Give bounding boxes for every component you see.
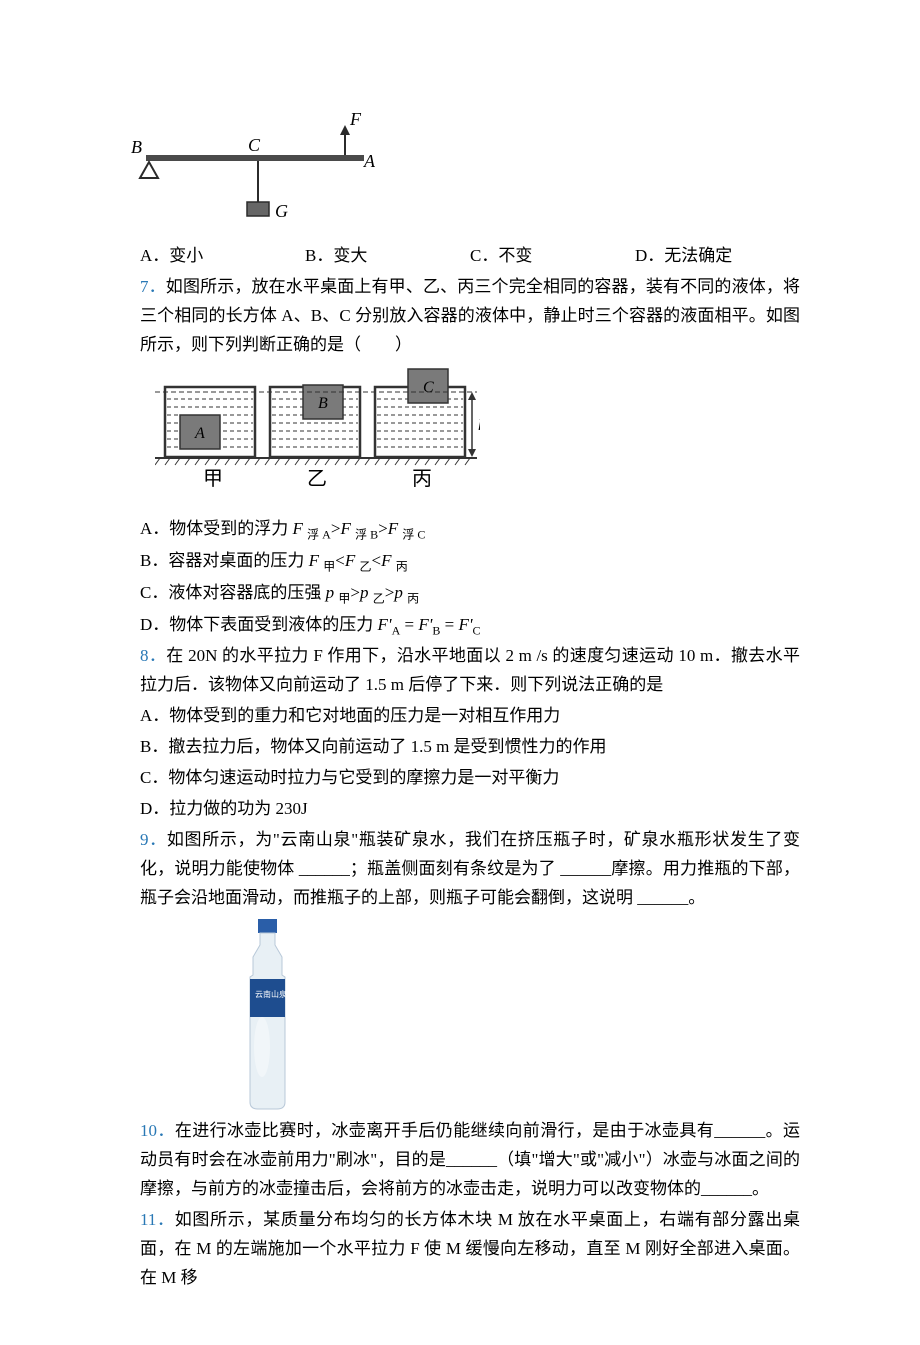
- q8-option-B: B．撤去拉力后，物体又向前运动了 1.5 m 是受到惯性力的作用: [140, 733, 800, 762]
- lever-diagram: F B C A G: [140, 105, 800, 240]
- point-B-label: B: [131, 137, 142, 157]
- lever-beam: [146, 155, 364, 161]
- height-label: h: [478, 417, 480, 434]
- ground-hatching: [155, 458, 470, 465]
- bottle-brand: 云南山泉: [255, 989, 287, 999]
- q7-body: 如图所示，放在水平桌面上有甲、乙、丙三个完全相同的容器，装有不同的液体，将三个相…: [140, 277, 800, 354]
- q7-number: 7．: [140, 277, 166, 296]
- pivot-triangle: [140, 162, 158, 178]
- label-jia: 甲: [203, 468, 223, 490]
- bottle-body: [250, 933, 285, 1109]
- block-C-label: C: [423, 379, 434, 396]
- weight-block: [247, 202, 269, 216]
- label-yi: 乙: [307, 468, 327, 490]
- q9-number: 9．: [140, 830, 167, 849]
- label-bing: 丙: [412, 468, 432, 490]
- liquid-bing: [377, 399, 463, 447]
- bottle-image: 云南山泉: [220, 917, 315, 1112]
- block-B-label: B: [318, 395, 328, 412]
- q8-text: 8．在 20N 的水平拉力 F 作用下，沿水平地面以 2 m /s 的速度匀速运…: [140, 642, 800, 700]
- q8-option-D: D．拉力做的功为 230J: [140, 795, 800, 824]
- point-A-label: A: [363, 151, 376, 171]
- q7-option-D: D．物体下表面受到液体的压力 F'A = F'B = F'C: [140, 611, 800, 641]
- q10-number: 10．: [140, 1121, 175, 1140]
- q8-number: 8．: [140, 646, 166, 665]
- q10-text: 10．在进行冰壶比赛时，冰壶离开手后仍能继续向前滑行，是由于冰壶具有______…: [140, 1117, 800, 1204]
- weight-label-G: G: [275, 201, 288, 221]
- q8-body: 在 20N 的水平拉力 F 作用下，沿水平地面以 2 m /s 的速度匀速运动 …: [140, 646, 800, 694]
- q11-body: 如图所示，某质量分布均匀的长方体木块 M 放在水平桌面上，右端有部分露出桌面，在…: [140, 1210, 800, 1287]
- bottle-cap: [258, 919, 277, 933]
- q9-text: 9．如图所示，为"云南山泉"瓶装矿泉水，我们在挤压瓶子时，矿泉水瓶形状发生了变化…: [140, 826, 800, 913]
- q8-option-A: A．物体受到的重力和它对地面的压力是一对相互作用力: [140, 702, 800, 731]
- force-label-F: F: [349, 109, 362, 129]
- block-A-label: A: [194, 425, 205, 442]
- option-B: B．变大: [305, 242, 470, 271]
- force-arrow-head: [340, 125, 350, 135]
- height-arrow-top: [468, 392, 476, 400]
- q7-option-A: A．物体受到的浮力 F 浮 A>F 浮 B>F 浮 C: [140, 515, 800, 545]
- q11-text: 11．如图所示，某质量分布均匀的长方体木块 M 放在水平桌面上，右端有部分露出桌…: [140, 1206, 800, 1293]
- option-A: A．变小: [140, 242, 305, 271]
- container-diagram: A 甲 B 乙 C 丙: [140, 361, 800, 513]
- q9-body: 如图所示，为"云南山泉"瓶装矿泉水，我们在挤压瓶子时，矿泉水瓶形状发生了变化，说…: [140, 830, 800, 907]
- q7-text: 7．如图所示，放在水平桌面上有甲、乙、丙三个完全相同的容器，装有不同的液体，将三…: [140, 273, 800, 360]
- bottle-highlight: [254, 1017, 270, 1077]
- q7-option-C: C．液体对容器底的压强 p 甲>p 乙>p 丙: [140, 579, 800, 609]
- q7-option-B: B．容器对桌面的压力 F 甲<F 乙<F 丙: [140, 547, 800, 577]
- height-arrow-bottom: [468, 449, 476, 457]
- option-D: D．无法确定: [635, 242, 800, 271]
- q11-number: 11．: [140, 1210, 175, 1229]
- q6-options: A．变小 B．变大 C．不变 D．无法确定: [140, 242, 800, 271]
- option-C: C．不变: [470, 242, 635, 271]
- q8-option-C: C．物体匀速运动时拉力与它受到的摩擦力是一对平衡力: [140, 764, 800, 793]
- q10-body: 在进行冰壶比赛时，冰壶离开手后仍能继续向前滑行，是由于冰壶具有______。运动…: [140, 1121, 800, 1198]
- point-C-label: C: [248, 135, 261, 155]
